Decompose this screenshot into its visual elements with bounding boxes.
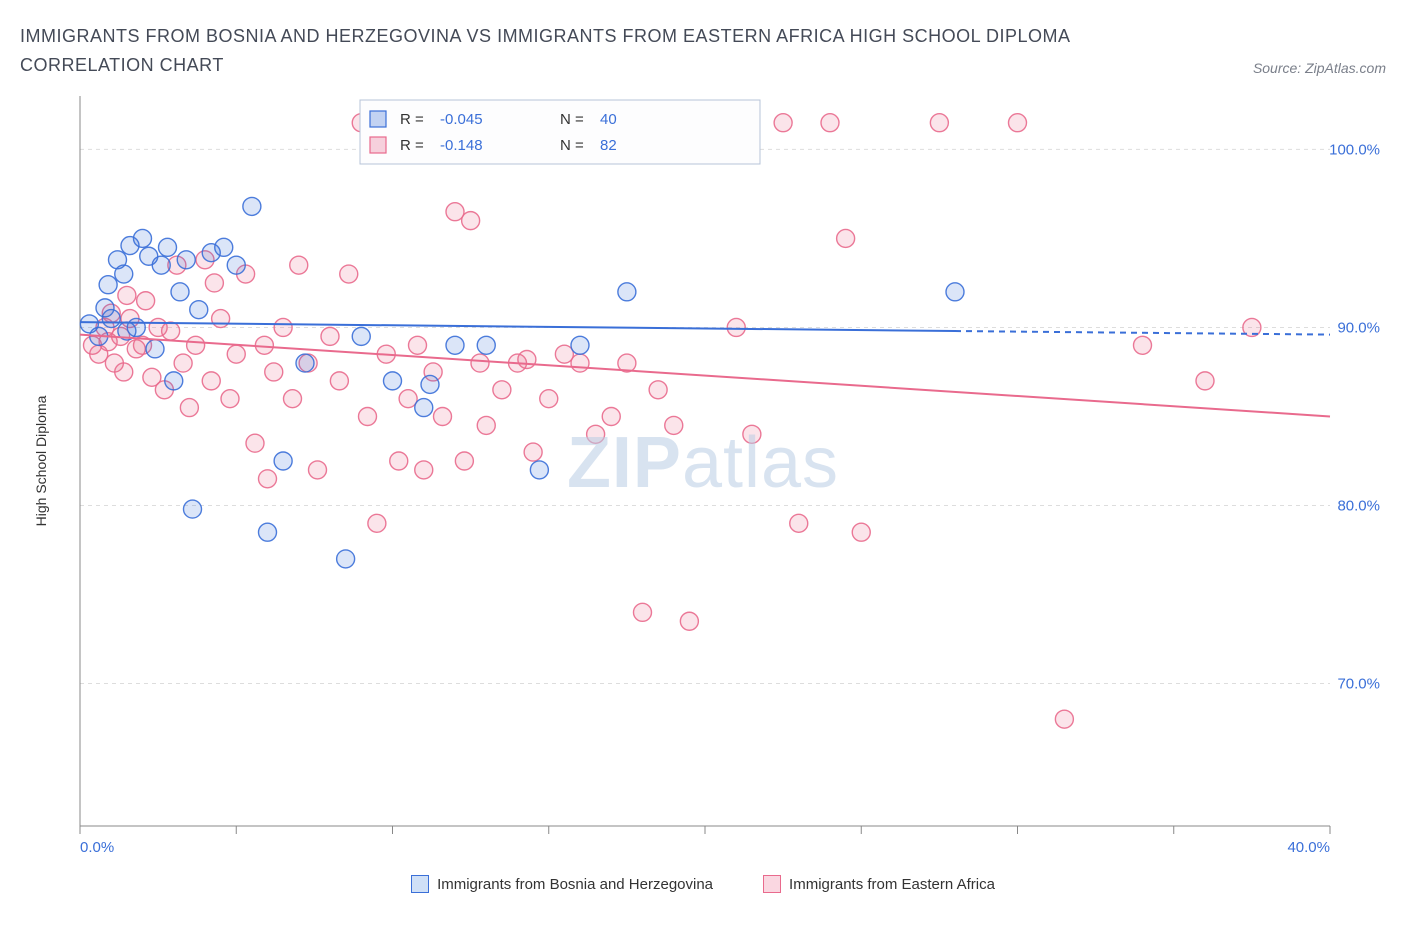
header-row: IMMIGRANTS FROM BOSNIA AND HERZEGOVINA V… (0, 0, 1406, 80)
svg-text:90.0%: 90.0% (1337, 319, 1380, 336)
legend-swatch-eastern-africa (763, 875, 781, 893)
svg-text:80.0%: 80.0% (1337, 498, 1380, 515)
svg-text:High School Diploma: High School Diploma (33, 395, 49, 526)
legend-label-bosnia: Immigrants from Bosnia and Herzegovina (437, 876, 713, 893)
svg-text:N =: N = (560, 111, 584, 128)
svg-text:-0.148: -0.148 (440, 137, 483, 154)
svg-text:82: 82 (600, 137, 617, 154)
svg-text:100.0%: 100.0% (1329, 141, 1380, 158)
chart-title: IMMIGRANTS FROM BOSNIA AND HERZEGOVINA V… (20, 22, 1120, 80)
legend-swatch-bosnia (411, 875, 429, 893)
scatter-chart: 70.0% 80.0% 90.0% 100.0% 0.0% 40.0% High Schoo… (20, 86, 1386, 866)
bottom-legend: Immigrants from Bosnia and Herzegovina I… (0, 875, 1406, 893)
chart-container: 70.0% 80.0% 90.0% 100.0% 0.0% 40.0% High Schoo… (20, 86, 1386, 871)
svg-text:40.0%: 40.0% (1287, 839, 1330, 856)
legend-item-eastern-africa: Immigrants from Eastern Africa (763, 875, 995, 893)
svg-text:40: 40 (600, 111, 617, 128)
svg-text:R =: R = (400, 137, 424, 154)
legend-label-eastern-africa: Immigrants from Eastern Africa (789, 876, 995, 893)
source-credit: Source: ZipAtlas.com (1253, 60, 1386, 80)
svg-text:N =: N = (560, 137, 584, 154)
svg-text:-0.045: -0.045 (440, 111, 483, 128)
svg-text:R =: R = (400, 111, 424, 128)
svg-text:0.0%: 0.0% (80, 839, 114, 856)
svg-text:70.0%: 70.0% (1337, 676, 1380, 693)
legend-item-bosnia: Immigrants from Bosnia and Herzegovina (411, 875, 713, 893)
